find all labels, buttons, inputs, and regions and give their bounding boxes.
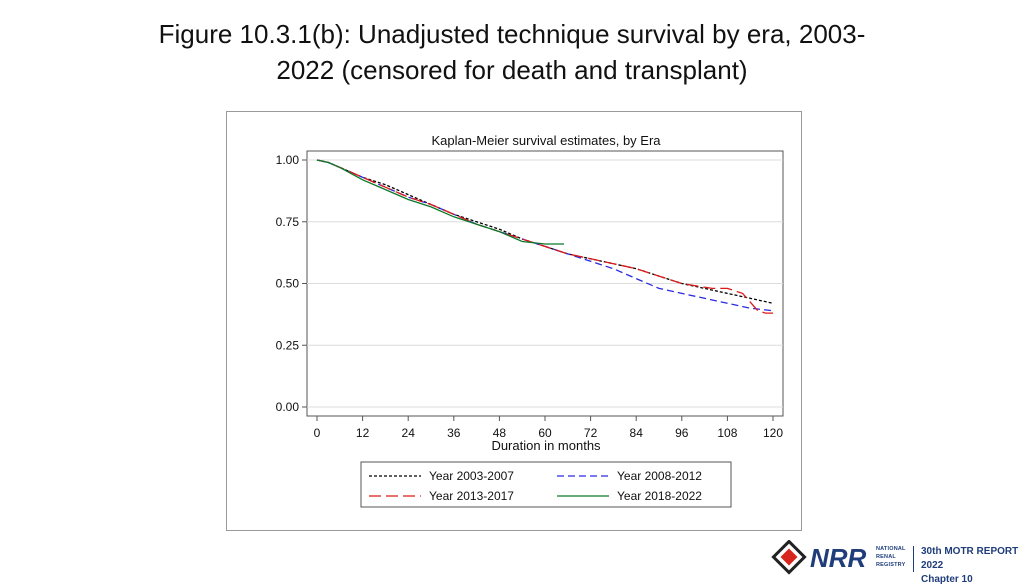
nrr-logo-letters: NRR bbox=[810, 543, 867, 573]
slide-title: Figure 10.3.1(b): Unadjusted technique s… bbox=[60, 16, 964, 88]
legend: Year 2003-2007 Year 2008-2012 Year 2013-20… bbox=[360, 461, 732, 508]
legend-label-2: Year 2008-2012 bbox=[617, 469, 702, 483]
footer-report-info: 30th MOTR REPORT 2022 Chapter 10 bbox=[921, 545, 1024, 587]
x-tick-label: 0 bbox=[314, 426, 321, 440]
x-tick-label: 72 bbox=[584, 426, 598, 440]
series-line-3 bbox=[316, 159, 773, 314]
legend-label-3: Year 2013-2017 bbox=[429, 489, 514, 503]
y-tick-label: 1.00 bbox=[276, 153, 300, 167]
x-tick-label: 24 bbox=[402, 426, 416, 440]
slide-title-line-2: 2022 (censored for death and transplant) bbox=[276, 55, 748, 85]
x-tick-label: 120 bbox=[763, 426, 783, 440]
x-tick-label: 84 bbox=[630, 426, 644, 440]
footer-divider bbox=[913, 546, 914, 572]
y-tick-label: 0.25 bbox=[276, 338, 300, 352]
registry-name: NATIONAL RENAL REGISTRY bbox=[876, 545, 906, 569]
x-tick-label: 36 bbox=[447, 426, 461, 440]
x-tick-label: 96 bbox=[675, 426, 689, 440]
axes: 0.00 0.25 0.50 0.75 1.00 0 12 24 36 48 60 72 84 96 108… bbox=[276, 153, 784, 440]
grid-lines bbox=[307, 159, 783, 408]
series-line-1 bbox=[316, 159, 774, 304]
series-line-4 bbox=[316, 159, 564, 245]
survival-curves bbox=[316, 159, 774, 314]
x-axis-label: Duration in months bbox=[491, 438, 601, 453]
legend-box bbox=[360, 461, 732, 508]
km-survival-chart: Kaplan-Meier survival estimates, by Era … bbox=[276, 133, 784, 508]
y-tick-label: 0.50 bbox=[276, 277, 300, 291]
x-tick-label: 108 bbox=[717, 426, 737, 440]
footer-logo: NRR bbox=[770, 539, 1024, 576]
y-tick-label: 0.00 bbox=[276, 400, 300, 414]
legend-label-1: Year 2003-2007 bbox=[429, 469, 514, 483]
x-tick-label: 12 bbox=[356, 426, 370, 440]
x-tick-label: 48 bbox=[493, 426, 507, 440]
registry-emblem-icon bbox=[771, 539, 807, 575]
legend-label-4: Year 2018-2022 bbox=[617, 489, 702, 503]
y-tick-label: 0.75 bbox=[276, 215, 300, 229]
registry-line-2: RENAL bbox=[876, 554, 896, 560]
registry-line-1: NATIONAL bbox=[876, 546, 906, 552]
slide-title-line-1: Figure 10.3.1(b): Unadjusted technique s… bbox=[158, 19, 866, 49]
registry-line-3: REGISTRY bbox=[876, 562, 906, 568]
report-line: 30th MOTR REPORT 2022 bbox=[921, 546, 1019, 571]
x-tick-label: 60 bbox=[538, 426, 552, 440]
chart-title: Kaplan-Meier survival estimates, by Era bbox=[431, 133, 661, 148]
series-line-2 bbox=[316, 159, 774, 312]
chapter-line: Chapter 10 bbox=[921, 574, 973, 585]
chart-frame: Kaplan-Meier survival estimates, by Era … bbox=[226, 111, 802, 531]
